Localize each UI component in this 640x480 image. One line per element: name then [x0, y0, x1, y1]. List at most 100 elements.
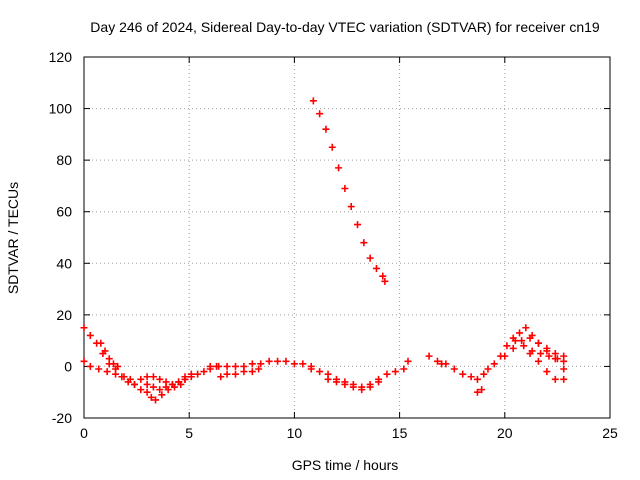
- series-arc-gap: [391, 352, 446, 376]
- data-point-marker: [366, 383, 374, 391]
- data-point-marker: [551, 375, 559, 383]
- data-point-marker: [516, 329, 524, 337]
- data-point-marker: [442, 360, 450, 368]
- data-point-marker: [400, 365, 408, 373]
- data-point-marker: [130, 380, 138, 388]
- data-point-marker: [341, 380, 349, 388]
- data-point-marker: [560, 375, 568, 383]
- data-point-marker: [175, 378, 183, 386]
- data-point-marker: [143, 380, 151, 388]
- data-point-marker: [425, 352, 433, 360]
- data-point-marker: [97, 339, 105, 347]
- data-point-marker: [152, 396, 160, 404]
- data-point-marker: [379, 272, 387, 280]
- data-point-marker: [537, 350, 545, 358]
- data-point-marker: [316, 110, 324, 118]
- data-point-marker: [459, 370, 467, 378]
- data-point-marker: [112, 370, 120, 378]
- x-tick-label: 5: [185, 425, 193, 441]
- data-point-marker: [156, 386, 164, 394]
- data-point-marker: [86, 362, 94, 370]
- data-point-marker: [381, 277, 389, 285]
- data-point-marker: [503, 342, 511, 350]
- y-tick-label: 40: [56, 255, 72, 271]
- data-point-marker: [473, 375, 481, 383]
- x-axis: 0 5 10 15 20 25: [80, 57, 618, 441]
- y-axis-label: SDTVAR / TECUs: [5, 182, 21, 294]
- data-point-marker: [231, 370, 239, 378]
- x-tick-label: 15: [392, 425, 408, 441]
- series-arc-evening-f: [511, 337, 568, 365]
- data-point-marker: [349, 383, 357, 391]
- series-arc-rise: [181, 362, 221, 383]
- x-tick-label: 10: [287, 425, 303, 441]
- data-point-marker: [322, 125, 330, 133]
- data-point-marker: [137, 375, 145, 383]
- data-point-marker: [522, 324, 530, 332]
- plot-frame: [83, 56, 611, 419]
- data-point-marker: [80, 324, 88, 332]
- data-points: [80, 97, 568, 404]
- data-point-marker: [551, 350, 559, 358]
- data-point-marker: [553, 355, 561, 363]
- series-arc-high: [309, 97, 389, 285]
- series-arc-morning-c: [97, 339, 122, 370]
- data-point-marker: [120, 373, 128, 381]
- data-point-marker: [168, 380, 176, 388]
- series-arc-morning-b: [80, 357, 134, 383]
- data-point-marker: [372, 264, 380, 272]
- series-arc-flat-b: [217, 365, 263, 381]
- data-point-marker: [484, 365, 492, 373]
- data-point-marker: [114, 362, 122, 370]
- data-point-marker: [240, 368, 248, 376]
- series-arc-evening-e: [526, 350, 568, 383]
- x-tick-label: 20: [497, 425, 513, 441]
- data-point-marker: [158, 391, 166, 399]
- data-point-marker: [309, 97, 317, 105]
- data-point-marker: [231, 362, 239, 370]
- data-point-marker: [307, 365, 315, 373]
- data-point-marker: [223, 362, 231, 370]
- data-point-marker: [248, 368, 256, 376]
- data-point-marker: [534, 357, 542, 365]
- data-point-marker: [105, 355, 113, 363]
- data-point-marker: [80, 357, 88, 365]
- data-point-marker: [375, 378, 383, 386]
- data-point-marker: [358, 386, 366, 394]
- data-point-marker: [316, 368, 324, 376]
- data-point-marker: [223, 370, 231, 378]
- data-point-marker: [404, 357, 412, 365]
- data-point-marker: [137, 386, 145, 394]
- data-point-marker: [217, 373, 225, 381]
- data-point-marker: [511, 337, 519, 345]
- series-arc-dip-b: [324, 375, 383, 394]
- data-point-marker: [143, 373, 151, 381]
- data-point-marker: [149, 383, 157, 391]
- data-point-marker: [543, 344, 551, 352]
- series-arc-evening-a: [442, 360, 488, 383]
- y-tick-label: 20: [56, 307, 72, 323]
- y-tick-label: 120: [49, 49, 73, 65]
- y-tick-label: 60: [56, 204, 72, 220]
- data-point-marker: [248, 360, 256, 368]
- data-point-marker: [480, 370, 488, 378]
- data-point-marker: [490, 360, 498, 368]
- series-arc-evening-d: [501, 334, 568, 360]
- data-point-marker: [328, 143, 336, 151]
- data-point-marker: [200, 368, 208, 376]
- data-point-marker: [332, 378, 340, 386]
- data-point-marker: [181, 375, 189, 383]
- data-point-marker: [501, 352, 509, 360]
- series-arc-evening-b: [473, 386, 486, 396]
- series-arc-low-a: [130, 380, 185, 404]
- data-point-marker: [187, 373, 195, 381]
- data-point-marker: [101, 347, 109, 355]
- y-tick-label: -20: [52, 410, 72, 426]
- y-axis: -20 0 20 40 60 80 100 120: [49, 49, 610, 426]
- data-point-marker: [433, 357, 441, 365]
- series-arc-evening-c: [484, 324, 568, 373]
- data-point-marker: [360, 239, 368, 247]
- data-point-marker: [215, 362, 223, 370]
- data-point-marker: [543, 368, 551, 376]
